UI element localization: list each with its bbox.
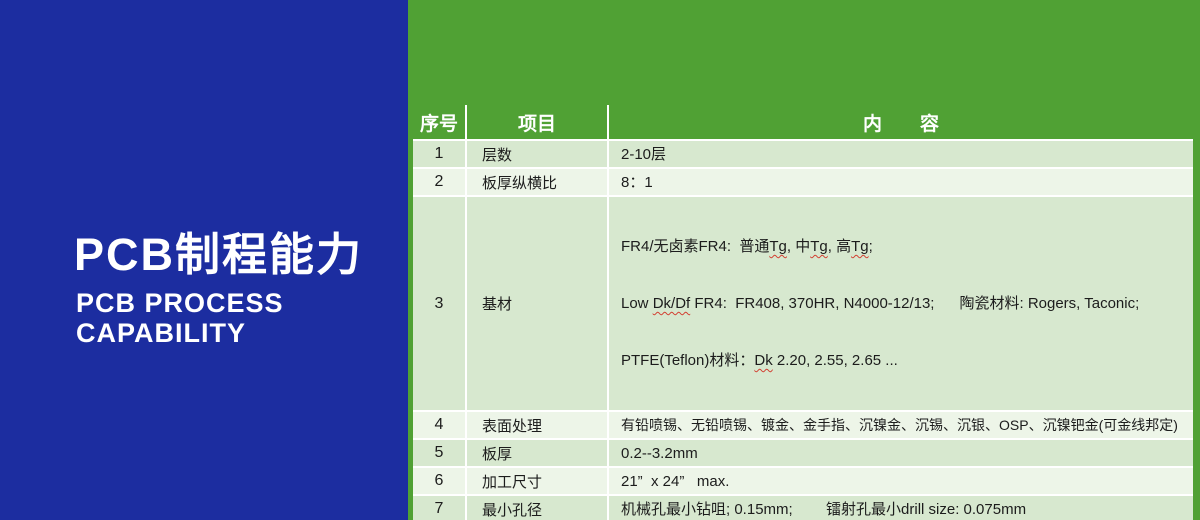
header-item: 项目 (467, 105, 607, 139)
basemat-line-2: Low Dk/Df FR4: FR408, 370HR, N4000-12/13… (621, 295, 1140, 312)
page-subtitle-line1: PCB PROCESS (76, 288, 284, 318)
table-row-1: 1 层数 2-10层 (413, 141, 1193, 167)
capability-table: 序号 项目 内 容 1 层数 2-10层 2 板厚纵横比 8：1 3 基材 FR… (413, 105, 1193, 520)
cell-content: 8：1 (609, 169, 1193, 195)
cell-item: 基材 (467, 197, 607, 410)
cell-item: 板厚纵横比 (467, 169, 607, 195)
cell-item: 表面处理 (467, 412, 607, 438)
table-row-2: 2 板厚纵横比 8：1 (413, 169, 1193, 195)
cell-content: 21” x 24” max. (609, 468, 1193, 494)
table-row-3: 3 基材 FR4/无卤素FR4: 普通Tg, 中Tg, 高Tg; Low Dk/… (413, 197, 1193, 410)
cell-content: 机械孔最小钻咀; 0.15mm; 镭射孔最小drill size: 0.075m… (609, 496, 1193, 520)
table-body: 1 层数 2-10层 2 板厚纵横比 8：1 3 基材 FR4/无卤素FR4: … (413, 141, 1193, 520)
cell-no: 5 (413, 440, 465, 466)
cell-no: 6 (413, 468, 465, 494)
basemat-line-1: FR4/无卤素FR4: 普通Tg, 中Tg, 高Tg; (621, 238, 873, 255)
page-subtitle-line2: CAPABILITY (76, 318, 246, 348)
table-row-6: 6 加工尺寸 21” x 24” max. (413, 468, 1193, 494)
cell-no: 1 (413, 141, 465, 167)
cell-no: 4 (413, 412, 465, 438)
left-panel: PCB制程能力 PCB PROCESS CAPABILITY (0, 0, 408, 520)
basemat-line-3: PTFE(Teflon)材料：Dk 2.20, 2.55, 2.65 ... (621, 352, 898, 369)
cell-content: 2-10层 (609, 141, 1193, 167)
cell-item: 加工尺寸 (467, 468, 607, 494)
table-row-5: 5 板厚 0.2--3.2mm (413, 440, 1193, 466)
cell-no: 7 (413, 496, 465, 520)
cell-content: 有铅喷锡、无铅喷锡、镀金、金手指、沉镍金、沉锡、沉银、OSP、沉镍钯金(可金线邦… (609, 412, 1193, 438)
page-title: PCB制程能力 (74, 229, 364, 280)
cell-item: 层数 (467, 141, 607, 167)
cell-no: 3 (413, 197, 465, 410)
table-row-7: 7 最小孔径 机械孔最小钻咀; 0.15mm; 镭射孔最小drill size:… (413, 496, 1193, 520)
cell-content: 0.2--3.2mm (609, 440, 1193, 466)
header-content: 内 容 (609, 105, 1193, 139)
table-row-4: 4 表面处理 有铅喷锡、无铅喷锡、镀金、金手指、沉镍金、沉锡、沉银、OSP、沉镍… (413, 412, 1193, 438)
table-header-row: 序号 项目 内 容 (413, 105, 1193, 139)
header-no: 序号 (413, 105, 465, 139)
cell-no: 2 (413, 169, 465, 195)
cell-item: 板厚 (467, 440, 607, 466)
page-subtitle: PCB PROCESS CAPABILITY (76, 288, 284, 348)
cell-content: FR4/无卤素FR4: 普通Tg, 中Tg, 高Tg; Low Dk/Df FR… (609, 197, 1193, 410)
cell-item: 最小孔径 (467, 496, 607, 520)
